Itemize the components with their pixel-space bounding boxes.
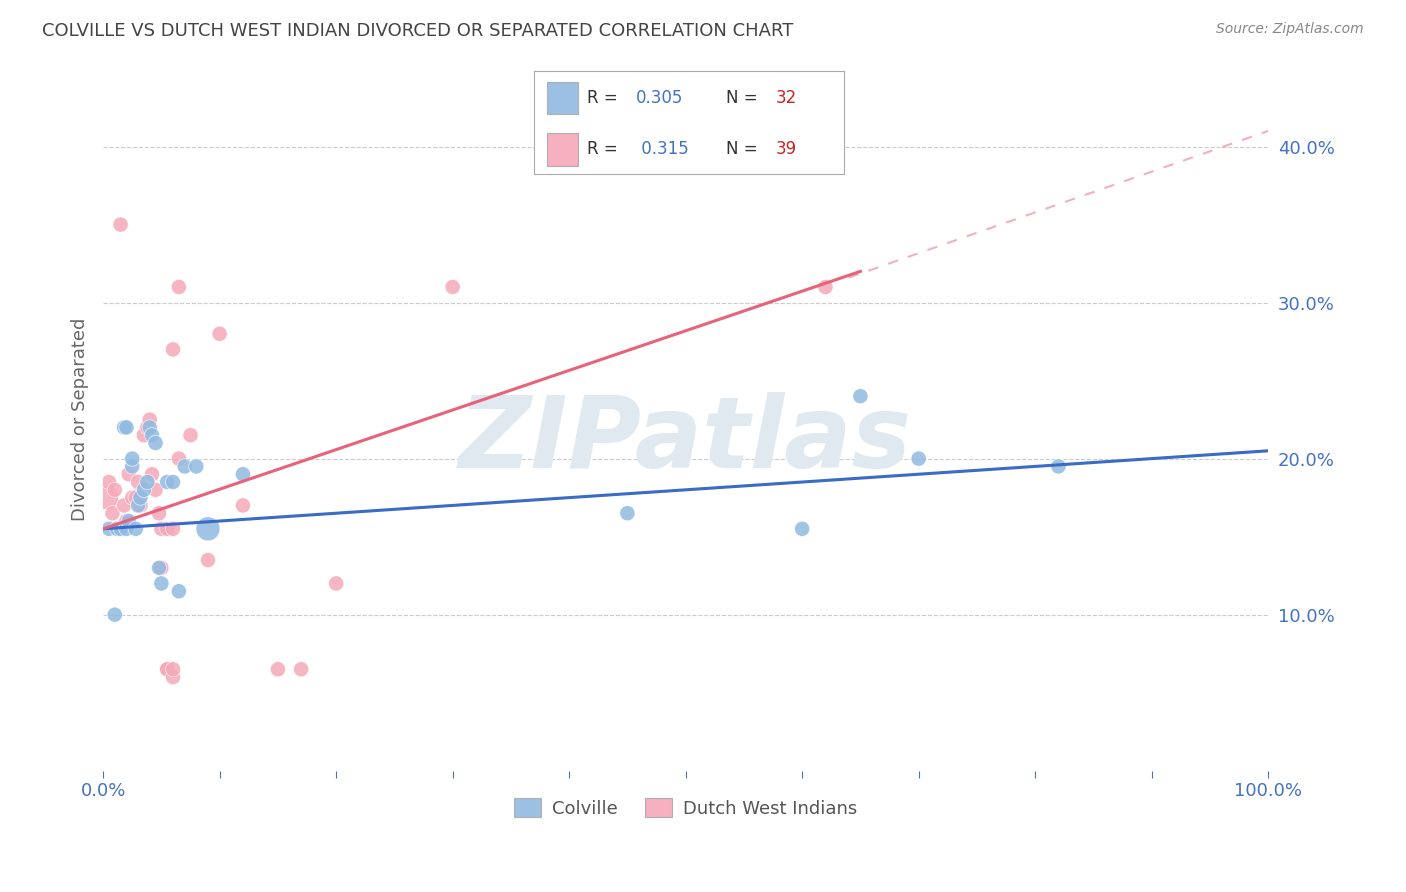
Point [167,584,190,599]
Point [849,389,872,403]
Point [150,576,173,591]
Point [162,662,184,676]
Point [148,506,170,520]
Point [136,475,159,489]
Point [148,561,170,575]
Point [121,491,143,505]
Point [1047,459,1070,474]
Point [150,561,173,575]
Text: COLVILLE VS DUTCH WEST INDIAN DIVORCED OR SEPARATED CORRELATION CHART: COLVILLE VS DUTCH WEST INDIAN DIVORCED O… [42,22,793,40]
Point [441,280,464,294]
Point [132,428,155,442]
Point [115,514,138,528]
Point [186,459,208,474]
Point [197,522,219,536]
FancyBboxPatch shape [547,133,578,166]
Point [105,522,128,536]
Point [208,326,231,341]
Point [145,436,167,450]
Point [162,475,184,489]
Point [121,459,143,474]
Point [197,553,219,567]
Point [162,522,184,536]
Text: R =: R = [586,140,617,158]
Point [112,499,135,513]
Point [127,499,149,513]
Point [179,428,201,442]
Point [97,475,120,489]
Point [104,607,127,622]
Point [127,475,149,489]
Point [138,412,160,426]
Point [118,467,141,482]
Point [104,483,127,497]
Point [110,218,132,232]
Legend: Colville, Dutch West Indians: Colville, Dutch West Indians [508,791,865,825]
Point [167,451,190,466]
Point [129,491,152,505]
Text: N =: N = [725,140,758,158]
Point [110,522,132,536]
Point [97,522,120,536]
Point [232,467,254,482]
Text: Source: ZipAtlas.com: Source: ZipAtlas.com [1216,22,1364,37]
Point [125,491,148,505]
Text: ZIPatlas: ZIPatlas [460,392,912,489]
Point [156,475,179,489]
Point [141,428,163,442]
Point [129,499,152,513]
Point [162,670,184,684]
Point [907,451,929,466]
Point [156,662,179,676]
Point [118,514,141,528]
Point [232,499,254,513]
Point [138,420,160,434]
Point [267,662,290,676]
Text: N =: N = [725,89,758,107]
Point [162,343,184,357]
Point [616,506,638,520]
Point [167,280,190,294]
FancyBboxPatch shape [547,82,578,114]
Point [112,420,135,434]
Point [101,506,124,520]
Point [115,522,138,536]
Point [96,491,118,505]
Y-axis label: Divorced or Separated: Divorced or Separated [72,318,89,521]
Point [150,522,173,536]
Point [290,662,312,676]
Point [125,522,148,536]
Text: 0.305: 0.305 [637,89,683,107]
Point [173,459,195,474]
Point [792,522,814,536]
Point [325,576,347,591]
Point [105,522,128,536]
Point [132,483,155,497]
Point [156,522,179,536]
Point [115,420,138,434]
Text: 39: 39 [776,140,797,158]
Point [121,451,143,466]
Point [156,662,179,676]
Point [145,483,167,497]
Text: 32: 32 [776,89,797,107]
Point [136,420,159,434]
Text: 0.315: 0.315 [637,140,689,158]
Point [814,280,837,294]
Point [141,467,163,482]
Text: R =: R = [586,89,617,107]
